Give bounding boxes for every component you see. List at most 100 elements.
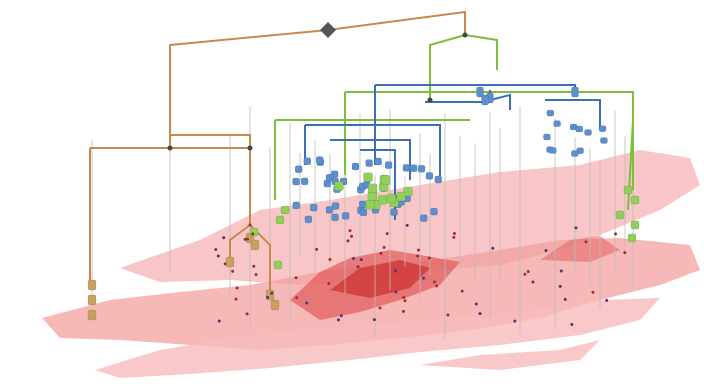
- terrain-point: [214, 248, 217, 251]
- terrain-point: [433, 280, 436, 283]
- terrain-point: [270, 292, 273, 295]
- terrain-point: [428, 257, 431, 260]
- terrain-point: [614, 232, 617, 235]
- tree-node: [549, 147, 556, 153]
- tree-node: [293, 178, 300, 185]
- terrain-point: [452, 236, 455, 239]
- tree-node: [576, 126, 583, 132]
- terrain-point: [453, 232, 456, 235]
- terrain-point: [416, 254, 419, 257]
- terrain-point: [513, 320, 516, 323]
- tree-node: [295, 166, 302, 173]
- terrain-point: [327, 282, 330, 285]
- terrain-point: [249, 224, 252, 227]
- terrain-point: [574, 226, 577, 229]
- tree-node: [418, 165, 425, 172]
- tree-node: [368, 184, 377, 193]
- tree-node: [435, 176, 442, 183]
- tree-node: [426, 172, 433, 179]
- tree-node: [326, 206, 333, 213]
- terrain-point: [295, 276, 298, 279]
- tree-node: [366, 200, 375, 209]
- tree-node: [301, 178, 308, 185]
- tree-node: [616, 211, 624, 219]
- terrain-point: [402, 296, 405, 299]
- terrain-point: [402, 310, 405, 313]
- terrain-point: [266, 296, 269, 299]
- tree-node: [410, 165, 417, 172]
- terrain-point: [373, 318, 376, 321]
- terrain-point: [231, 270, 234, 273]
- tree-node: [554, 121, 561, 127]
- tree-node: [316, 157, 323, 164]
- terrain-point: [337, 318, 340, 321]
- terrain-point: [417, 249, 420, 252]
- terrain-point: [224, 262, 227, 265]
- terrain-point: [356, 265, 359, 268]
- tree-node: [88, 280, 96, 290]
- tree-node: [385, 162, 392, 169]
- terrain-point: [422, 277, 425, 280]
- terrain-point: [386, 232, 389, 235]
- terrain-point: [461, 290, 464, 293]
- terrain-point: [564, 298, 567, 301]
- tree-node: [585, 129, 592, 135]
- tree-node: [391, 209, 398, 216]
- tree-node: [624, 186, 632, 194]
- tree-node: [482, 95, 489, 105]
- terrain-point: [340, 314, 343, 317]
- tree-node: [599, 126, 606, 132]
- tree-node: [334, 182, 343, 191]
- tree-node: [431, 208, 438, 215]
- tree-node: [226, 257, 234, 267]
- tree-node: [366, 160, 373, 167]
- terrain-point: [246, 312, 249, 315]
- terrain-point: [379, 252, 382, 255]
- terrain-point: [491, 247, 494, 250]
- terrain-point: [523, 273, 526, 276]
- terrain-point: [544, 249, 547, 252]
- terrain-point: [217, 254, 220, 257]
- terrain-point: [394, 270, 397, 273]
- terrain-point: [394, 291, 397, 294]
- terrain-point: [252, 265, 255, 268]
- terrain-point: [383, 246, 386, 249]
- tree-node: [403, 164, 410, 171]
- terrain-point: [346, 239, 349, 242]
- terrain-point: [305, 302, 308, 305]
- tree-node: [293, 202, 300, 209]
- terrain-point: [352, 257, 355, 260]
- terrain-point: [475, 303, 478, 306]
- terrain-point: [360, 258, 363, 261]
- tree-node: [250, 228, 258, 236]
- terrain-point: [560, 270, 563, 273]
- tree-node: [628, 234, 636, 242]
- tree-node: [375, 158, 382, 165]
- terrain-point: [379, 307, 382, 310]
- tree-node: [281, 206, 289, 214]
- terrain-point: [251, 232, 254, 235]
- terrain-point: [328, 258, 331, 261]
- terrain-point: [236, 287, 239, 290]
- terrain-point: [295, 296, 298, 299]
- tree-node: [364, 173, 373, 182]
- tree-node: [276, 216, 284, 224]
- terrain-point: [592, 291, 595, 294]
- tree-node: [397, 192, 406, 201]
- tree-node: [387, 194, 396, 203]
- terrain-point: [222, 236, 225, 239]
- tree-node: [271, 300, 279, 310]
- tree-node: [310, 204, 317, 211]
- terrain-point: [435, 285, 438, 288]
- tree-node: [360, 209, 367, 216]
- terrain-point: [570, 323, 573, 326]
- terrain-point: [218, 319, 221, 322]
- terrain-point: [605, 299, 608, 302]
- tree-node: [274, 261, 282, 269]
- tree-node: [304, 158, 311, 165]
- tree-node: [305, 216, 312, 223]
- tree-node: [631, 221, 639, 229]
- tree-node: [571, 151, 578, 157]
- terrain-point: [406, 224, 409, 227]
- tree-terrain-view: [0, 0, 704, 384]
